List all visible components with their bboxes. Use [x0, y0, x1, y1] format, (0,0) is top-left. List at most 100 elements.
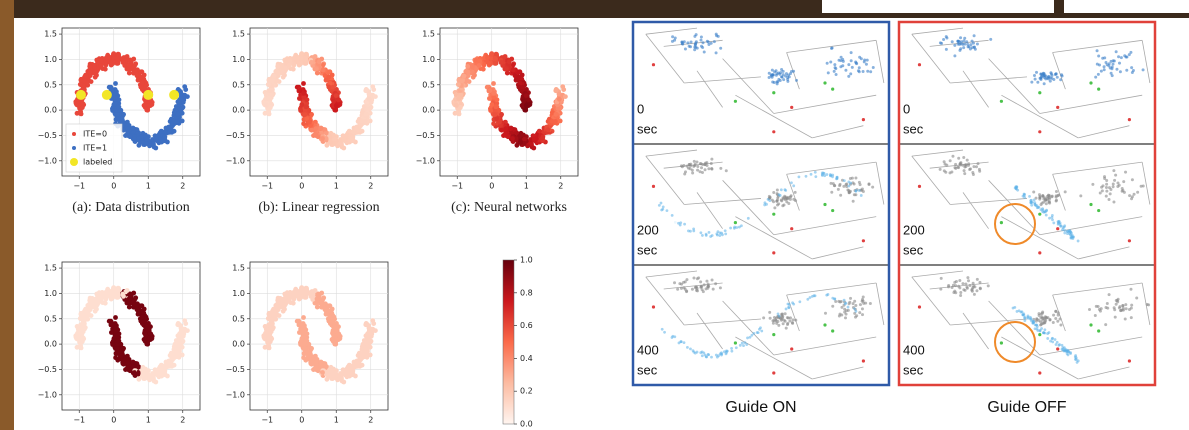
- agent: [953, 54, 956, 57]
- x-tick-label: 1: [146, 182, 151, 191]
- marker-red: [862, 239, 865, 242]
- agent: [1040, 203, 1043, 206]
- agent: [775, 74, 778, 77]
- agent: [963, 43, 966, 46]
- agent: [1048, 217, 1051, 220]
- y-tick-label: −1.0: [38, 390, 57, 399]
- agent: [963, 169, 966, 172]
- x-tick-label: 0: [299, 416, 304, 425]
- agent: [696, 277, 699, 280]
- agent: [865, 63, 868, 66]
- agent: [862, 300, 865, 303]
- agent: [788, 75, 791, 78]
- agent: [1074, 354, 1077, 357]
- agent: [684, 47, 687, 50]
- point: [332, 137, 337, 142]
- agent: [1039, 316, 1042, 319]
- agent: [746, 337, 749, 340]
- agent: [693, 48, 696, 51]
- agent: [1118, 305, 1121, 308]
- agent: [699, 39, 702, 42]
- agent: [703, 283, 706, 286]
- agent: [692, 229, 695, 232]
- agent: [1108, 293, 1111, 296]
- point: [107, 289, 112, 294]
- point: [154, 371, 159, 376]
- agent: [831, 305, 834, 308]
- exit-green: [772, 91, 775, 94]
- agent: [671, 214, 674, 217]
- agent: [871, 186, 874, 189]
- agent: [805, 175, 808, 178]
- agent: [1038, 198, 1041, 201]
- point: [109, 330, 114, 335]
- x-tick-label: 2: [558, 182, 563, 191]
- point: [121, 60, 126, 65]
- y-tick-label: 1.5: [422, 30, 435, 39]
- agent: [792, 184, 795, 187]
- agent: [1042, 72, 1045, 75]
- point: [309, 362, 314, 367]
- agent: [1119, 70, 1122, 73]
- point: [342, 137, 347, 142]
- point: [326, 85, 331, 90]
- agent: [787, 202, 790, 205]
- agent: [1044, 199, 1047, 202]
- point: [454, 103, 459, 108]
- agent: [1108, 198, 1111, 201]
- agent: [792, 318, 795, 321]
- point: [507, 59, 512, 64]
- agent: [678, 282, 681, 285]
- agent: [749, 336, 752, 339]
- agent: [1052, 222, 1055, 225]
- point: [303, 56, 308, 61]
- agent: [1100, 70, 1103, 73]
- point: [455, 111, 460, 116]
- exit-green: [772, 213, 775, 216]
- point: [138, 319, 143, 324]
- agent: [752, 332, 755, 335]
- agent: [839, 183, 842, 186]
- agent: [957, 43, 960, 46]
- agent: [1060, 73, 1063, 76]
- agent: [977, 162, 980, 165]
- agent: [725, 169, 728, 172]
- agent: [1122, 307, 1125, 310]
- agent: [1044, 74, 1047, 77]
- agent: [1034, 78, 1037, 81]
- agent: [696, 351, 699, 354]
- x-tick-label: −1: [73, 182, 85, 191]
- point: [341, 380, 346, 385]
- agent: [1105, 190, 1108, 193]
- agent: [826, 62, 829, 65]
- point: [326, 319, 331, 324]
- agent: [1117, 55, 1120, 58]
- agent: [1040, 327, 1043, 330]
- point: [125, 360, 130, 365]
- agent: [838, 314, 841, 317]
- agent: [945, 164, 948, 167]
- column-label: Guide ON: [725, 399, 796, 416]
- point: [182, 84, 187, 89]
- point: [103, 301, 108, 306]
- point: [334, 103, 339, 108]
- agent: [943, 160, 946, 163]
- agent: [1067, 350, 1070, 353]
- point: [481, 67, 486, 72]
- point: [503, 131, 508, 136]
- point: [370, 318, 375, 323]
- agent: [772, 200, 775, 203]
- agent: [790, 70, 793, 73]
- point: [264, 103, 269, 108]
- agent: [1032, 190, 1035, 193]
- point: [113, 81, 118, 86]
- agent: [976, 278, 979, 281]
- agent: [843, 299, 846, 302]
- agent: [1101, 57, 1104, 60]
- agent: [849, 297, 852, 300]
- agent: [1112, 185, 1115, 188]
- exit-green: [1038, 333, 1041, 336]
- exit-green: [1038, 91, 1041, 94]
- agent: [786, 316, 789, 319]
- agent: [784, 188, 787, 191]
